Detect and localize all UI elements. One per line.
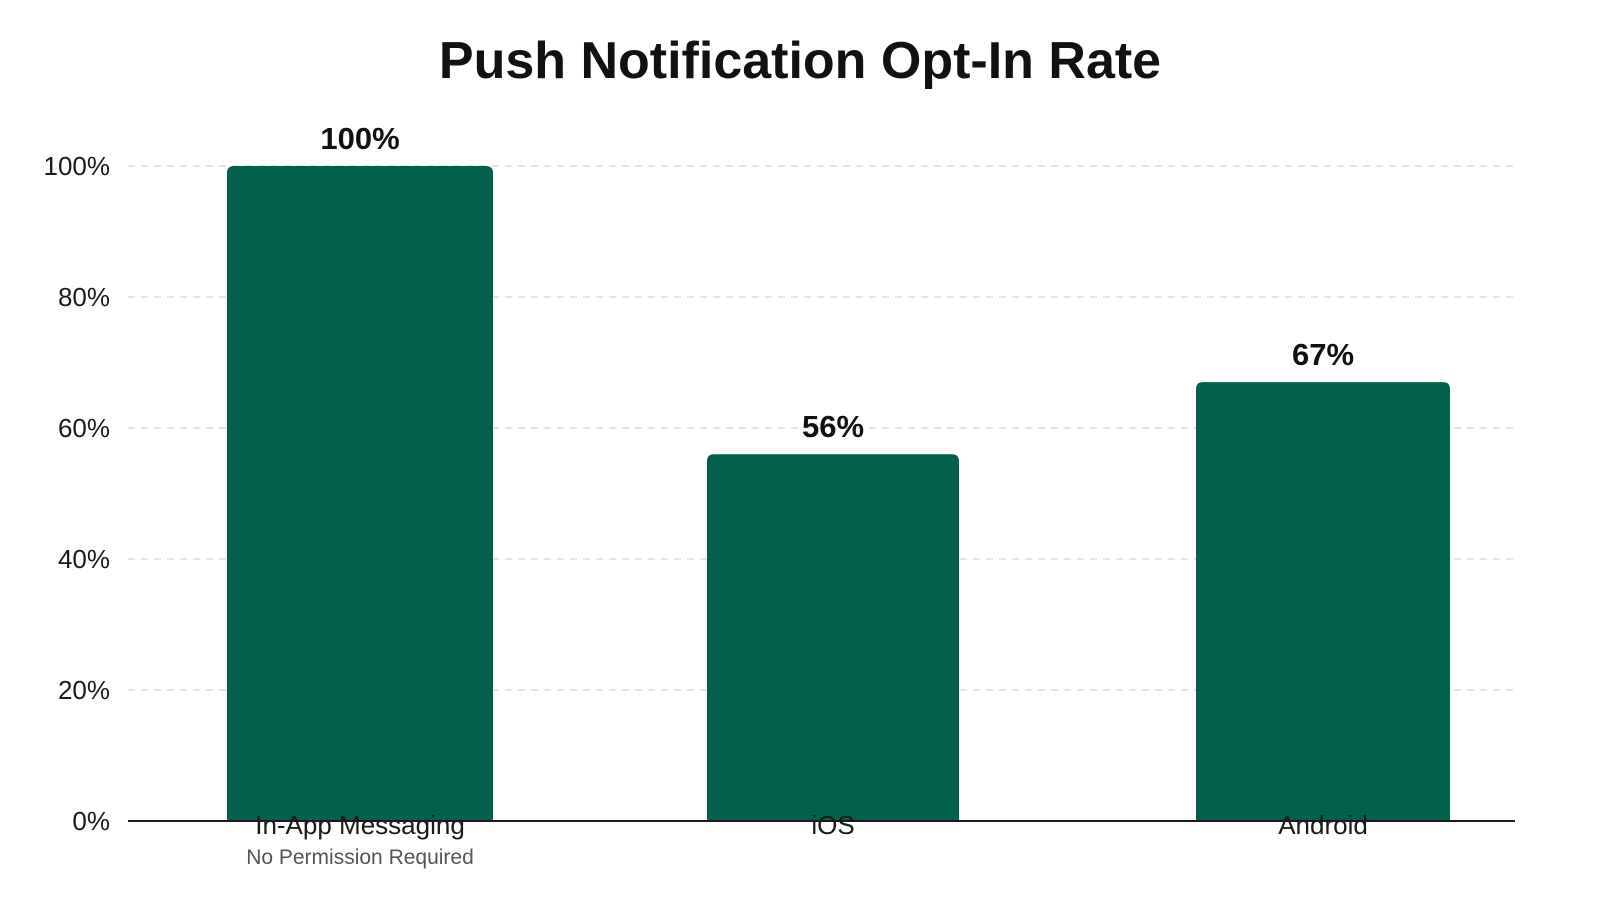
value-labels: 100% 56% 67% (320, 121, 1354, 444)
category-label-android: Android (1278, 810, 1368, 840)
category-label-ios: iOS (811, 810, 854, 840)
bar-ios (707, 454, 959, 821)
category-label-in-app-messaging: In-App Messaging (255, 810, 465, 840)
x-axis-category-labels: In-App Messaging No Permission Required iO… (246, 810, 1368, 869)
y-tick-label-100: 100% (44, 151, 111, 181)
y-tick-label-60: 60% (58, 413, 110, 443)
value-label-ios: 56% (802, 409, 864, 444)
chart-title: Push Notification Opt-In Rate (439, 32, 1161, 90)
bar-android (1196, 382, 1450, 821)
value-label-android: 67% (1292, 337, 1354, 372)
bars (227, 166, 1450, 821)
bar-in-app-messaging (227, 166, 493, 821)
value-label-in-app-messaging: 100% (320, 121, 399, 156)
y-tick-label-0: 0% (72, 806, 110, 836)
y-tick-label-40: 40% (58, 544, 110, 574)
y-tick-label-20: 20% (58, 675, 110, 705)
y-axis-tick-labels: 0% 20% 40% 60% 80% 100% (44, 151, 111, 836)
category-sublabel-in-app-messaging: No Permission Required (246, 846, 474, 869)
y-tick-label-80: 80% (58, 282, 110, 312)
